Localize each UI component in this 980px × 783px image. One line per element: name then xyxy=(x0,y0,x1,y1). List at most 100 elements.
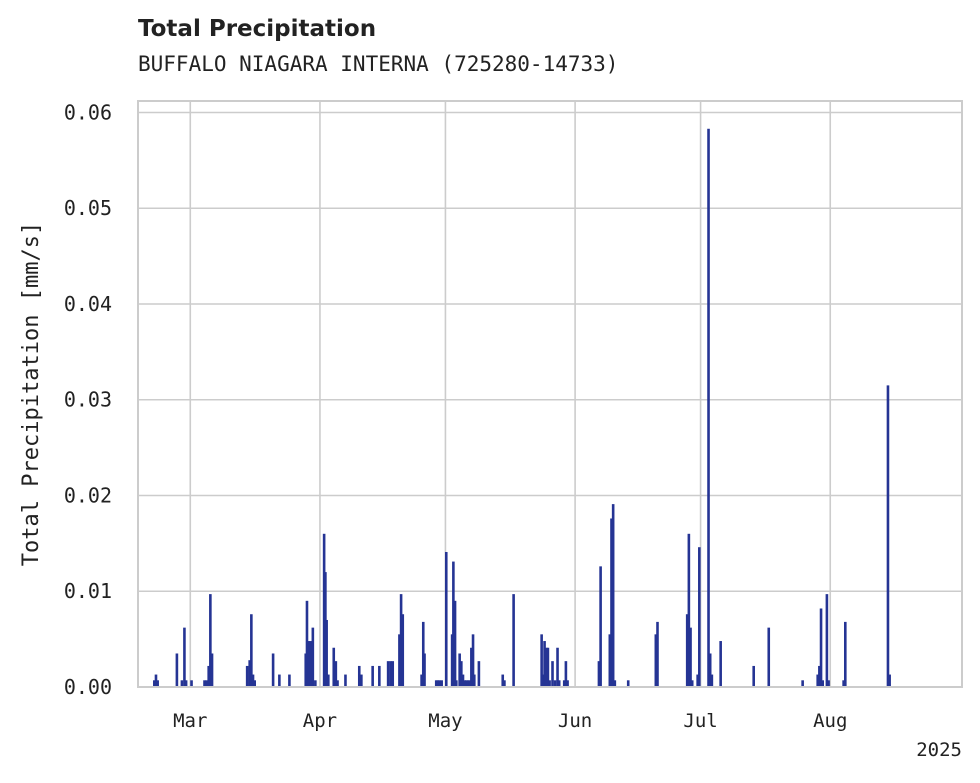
precip-bar xyxy=(245,665,249,687)
precip-bar xyxy=(767,627,771,687)
precip-bar xyxy=(309,641,313,687)
x-tick-label: Apr xyxy=(303,710,337,732)
y-axis-label: Total Precipitation [mm/s] xyxy=(19,222,44,566)
precip-bar xyxy=(391,661,395,687)
precip-bar xyxy=(825,594,829,687)
precip-bar xyxy=(463,680,466,687)
precip-bar xyxy=(325,619,328,687)
precip-bar xyxy=(440,680,443,687)
x-tick-label: Mar xyxy=(173,710,207,732)
precip-bar xyxy=(183,627,186,687)
precip-bar xyxy=(465,680,468,687)
precip-bar xyxy=(436,680,440,687)
precip-bar xyxy=(378,665,381,687)
precip-bar xyxy=(689,627,692,687)
chart-title: Total Precipitation xyxy=(138,16,377,42)
y-tick-label: 0.05 xyxy=(64,196,112,220)
x-tick-label: May xyxy=(428,710,462,732)
precip-bar xyxy=(608,634,612,687)
precip-bar xyxy=(685,614,689,687)
x-tick-label: Jun xyxy=(558,710,592,732)
x-tick-label: Jul xyxy=(683,710,717,732)
precip-bar xyxy=(190,680,193,687)
precip-bar xyxy=(288,674,291,687)
precip-bar xyxy=(209,594,212,687)
precip-bar xyxy=(278,674,281,687)
precip-bar xyxy=(707,128,710,688)
precip-bar xyxy=(271,653,275,687)
precip-bar xyxy=(452,561,455,687)
y-tick-label: 0.00 xyxy=(64,675,112,699)
precip-bar xyxy=(458,653,461,687)
precip-bar xyxy=(334,661,338,687)
precip-bar xyxy=(332,647,336,687)
precip-bar xyxy=(466,680,470,687)
precip-bar xyxy=(690,680,694,687)
precip-bar xyxy=(816,674,819,687)
precip-bar xyxy=(626,680,630,687)
precip-bar xyxy=(154,674,158,687)
precip-bar xyxy=(597,661,601,687)
precip-bar xyxy=(611,504,615,687)
precip-bar xyxy=(698,547,701,687)
precip-bar xyxy=(184,680,188,687)
precip-bar xyxy=(818,665,821,687)
precip-bar xyxy=(210,653,214,687)
precip-bar xyxy=(180,680,184,687)
precip-bar xyxy=(344,674,347,687)
precip-bar xyxy=(468,680,471,687)
precip-bar xyxy=(311,627,315,687)
x-axis-ticks: Mar Apr May Jun Jul Aug xyxy=(173,710,847,732)
precip-bar xyxy=(564,661,568,687)
precip-bar xyxy=(687,533,691,687)
precip-bar xyxy=(556,647,559,687)
precip-bar xyxy=(386,661,390,687)
precip-bar xyxy=(253,680,256,687)
precip-bar xyxy=(153,680,156,687)
precip-bar xyxy=(472,674,476,687)
precip-bar xyxy=(821,680,825,687)
precip-bar xyxy=(471,634,475,687)
precip-bar xyxy=(203,680,206,687)
precip-bar xyxy=(438,680,441,687)
precip-bar xyxy=(371,665,374,687)
precip-bar xyxy=(327,674,330,687)
precip-bar xyxy=(501,674,505,687)
precip-bar xyxy=(543,641,546,687)
precip-bar xyxy=(477,661,481,687)
precip-bar xyxy=(305,600,309,687)
y-tick-label: 0.06 xyxy=(64,100,112,124)
precip-bar xyxy=(175,653,179,687)
precip-bar xyxy=(696,674,699,687)
precip-bar xyxy=(801,680,804,687)
precip-bar xyxy=(819,608,823,687)
precip-bar xyxy=(551,661,554,687)
precip-bar xyxy=(656,621,659,687)
precip-bar xyxy=(423,653,426,687)
precip-bar xyxy=(541,674,545,687)
precip-bar xyxy=(207,665,210,687)
precip-bar xyxy=(156,680,159,687)
precip-bar xyxy=(654,634,658,687)
x-tick-label: Aug xyxy=(813,710,847,732)
grid-lines xyxy=(138,101,962,688)
x-axis-year-label: 2025 xyxy=(916,739,962,761)
precip-bar xyxy=(251,674,255,687)
precip-bar xyxy=(314,680,317,687)
precip-bar xyxy=(444,551,448,687)
precip-bar xyxy=(470,647,473,687)
precip-bar xyxy=(357,665,361,687)
precip-bar xyxy=(610,518,613,687)
precip-bar xyxy=(460,661,463,687)
chart-subtitle: BUFFALO NIAGARA INTERNA (725280-14733) xyxy=(138,52,619,76)
precip-bar xyxy=(553,680,557,687)
precip-bar xyxy=(827,680,830,687)
y-tick-label: 0.03 xyxy=(64,388,112,412)
precip-bar xyxy=(842,680,845,687)
precip-bar xyxy=(336,680,339,687)
precip-bar xyxy=(512,594,515,687)
precip-bar xyxy=(503,680,506,687)
precip-bar xyxy=(360,674,363,687)
precip-bar xyxy=(566,680,569,687)
